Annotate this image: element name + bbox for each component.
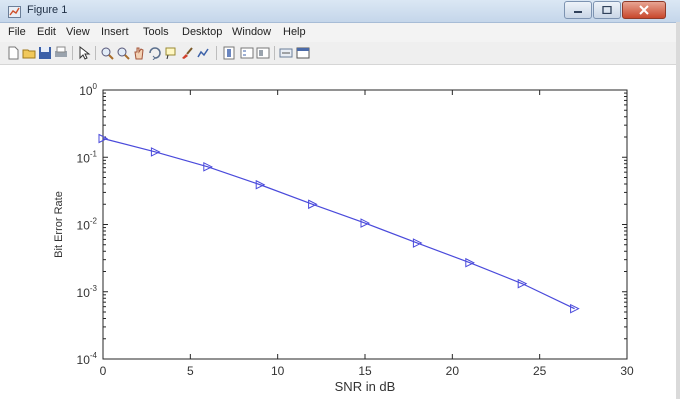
close-icon bbox=[639, 5, 649, 15]
plot-axes-box bbox=[102, 89, 628, 360]
y-tick-label: 100 bbox=[79, 82, 97, 98]
window-title: Figure 1 bbox=[27, 4, 68, 16]
data-point-marker bbox=[98, 133, 109, 144]
menu-edit[interactable]: Edit bbox=[37, 26, 56, 38]
dock-icon[interactable] bbox=[296, 46, 310, 60]
zoom-in-icon[interactable] bbox=[100, 46, 114, 60]
minimize-icon bbox=[574, 11, 582, 13]
menu-file[interactable]: File bbox=[8, 26, 26, 38]
figure-toolbar bbox=[0, 42, 680, 65]
data-point-marker bbox=[150, 147, 161, 157]
open-file-icon[interactable] bbox=[22, 46, 36, 60]
data-point-marker bbox=[203, 162, 213, 172]
minimize-button[interactable] bbox=[564, 1, 592, 19]
x-tick-label: 30 bbox=[620, 364, 634, 378]
y-tick-label: 10-4 bbox=[77, 351, 98, 367]
y-tick-label: 10-2 bbox=[77, 217, 98, 233]
window-border bbox=[676, 22, 680, 399]
save-icon[interactable] bbox=[38, 46, 52, 60]
hide-plot-tools-icon[interactable] bbox=[256, 46, 270, 60]
figure-canvas: 0 5 10 15 20 25 30 100 10-1 10-2 10-3 10-4 SNR in dB… bbox=[0, 65, 680, 399]
menu-view[interactable]: View bbox=[66, 26, 90, 38]
edit-plot-icon[interactable] bbox=[77, 46, 91, 60]
ber-plot[interactable]: 0 5 10 15 20 25 30 100 10-1 10-2 10-3 10-4 SNR in dB… bbox=[0, 65, 680, 399]
data-point-marker bbox=[465, 257, 475, 268]
menu-bar: File Edit View Insert Tools Desktop Wind… bbox=[0, 23, 680, 42]
menu-help[interactable]: Help bbox=[283, 26, 306, 38]
x-tick-label: 20 bbox=[446, 364, 460, 378]
close-button[interactable] bbox=[622, 1, 666, 19]
menu-window[interactable]: Window bbox=[232, 26, 272, 38]
brush-icon[interactable] bbox=[180, 46, 194, 60]
insert-legend-icon[interactable] bbox=[240, 46, 254, 60]
y-tick-label: 10-1 bbox=[77, 149, 98, 165]
menu-tools[interactable]: Tools bbox=[143, 26, 169, 38]
y-axis-label: Bit Error Rate bbox=[53, 191, 65, 258]
ber-series-line bbox=[102, 137, 575, 310]
show-plot-tools-icon[interactable] bbox=[279, 46, 293, 60]
link-icon[interactable] bbox=[196, 46, 210, 60]
x-tick-label: 25 bbox=[533, 364, 547, 378]
insert-colorbar-icon[interactable] bbox=[222, 46, 236, 60]
data-point-marker bbox=[517, 278, 528, 289]
toolbar-separator bbox=[274, 46, 275, 60]
data-cursor-icon[interactable] bbox=[164, 46, 178, 60]
menu-insert[interactable]: Insert bbox=[101, 26, 129, 38]
y-tick-label: 10-3 bbox=[77, 284, 98, 300]
data-point-marker bbox=[255, 179, 266, 190]
print-icon[interactable] bbox=[54, 46, 68, 60]
title-bar[interactable]: Figure 1 bbox=[0, 0, 680, 23]
new-figure-icon[interactable] bbox=[6, 46, 20, 60]
data-point-marker bbox=[308, 199, 318, 210]
menu-desktop[interactable]: Desktop bbox=[182, 26, 223, 38]
toolbar-separator bbox=[72, 46, 73, 60]
zoom-out-icon[interactable] bbox=[116, 46, 130, 60]
toolbar-separator bbox=[95, 46, 96, 60]
pan-icon[interactable] bbox=[132, 46, 146, 60]
data-point-marker bbox=[570, 303, 580, 314]
x-tick-label: 15 bbox=[358, 364, 372, 378]
x-tick-label: 5 bbox=[187, 364, 194, 378]
maximize-button[interactable] bbox=[593, 1, 621, 19]
rotate-3d-icon[interactable] bbox=[148, 46, 162, 60]
x-axis-label: SNR in dB bbox=[335, 379, 396, 394]
data-point-marker bbox=[412, 238, 423, 248]
x-tick-label: 0 bbox=[100, 364, 107, 378]
x-tick-label: 10 bbox=[271, 364, 285, 378]
maximize-icon bbox=[602, 6, 612, 14]
matlab-figure-icon bbox=[8, 5, 21, 18]
toolbar-separator bbox=[216, 46, 217, 60]
data-point-marker bbox=[360, 218, 371, 228]
